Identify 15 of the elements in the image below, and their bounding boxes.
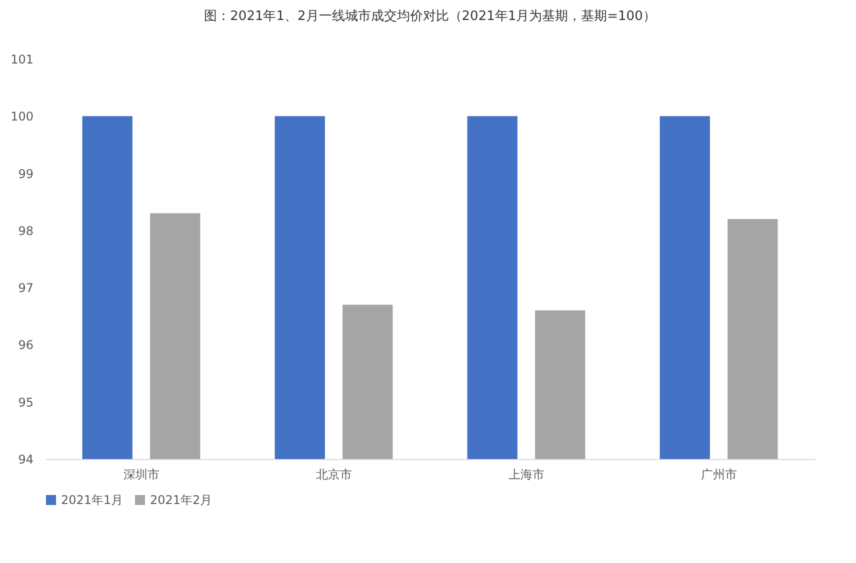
- y-tick-label: 95: [18, 395, 34, 410]
- x-tick-label: 北京市: [316, 468, 352, 482]
- legend-label: 2021年2月: [150, 493, 212, 507]
- chart-title: 图：2021年1、2月一线城市成交均价对比（2021年1月为基期，基期=100）: [204, 8, 656, 24]
- y-tick-label: 99: [18, 166, 34, 181]
- x-tick-label: 深圳市: [123, 468, 160, 482]
- y-tick-label: 100: [10, 110, 34, 124]
- x-tick-label: 广州市: [700, 468, 737, 482]
- y-tick-label: 97: [18, 281, 34, 296]
- y-tick-label: 94: [18, 452, 34, 466]
- y-tick-label: 98: [18, 224, 34, 238]
- y-tick-label: 96: [18, 338, 34, 352]
- x-tick-label: 上海市: [508, 468, 544, 482]
- y-tick-label: 101: [10, 52, 34, 66]
- legend-label: 2021年1月: [61, 493, 124, 507]
